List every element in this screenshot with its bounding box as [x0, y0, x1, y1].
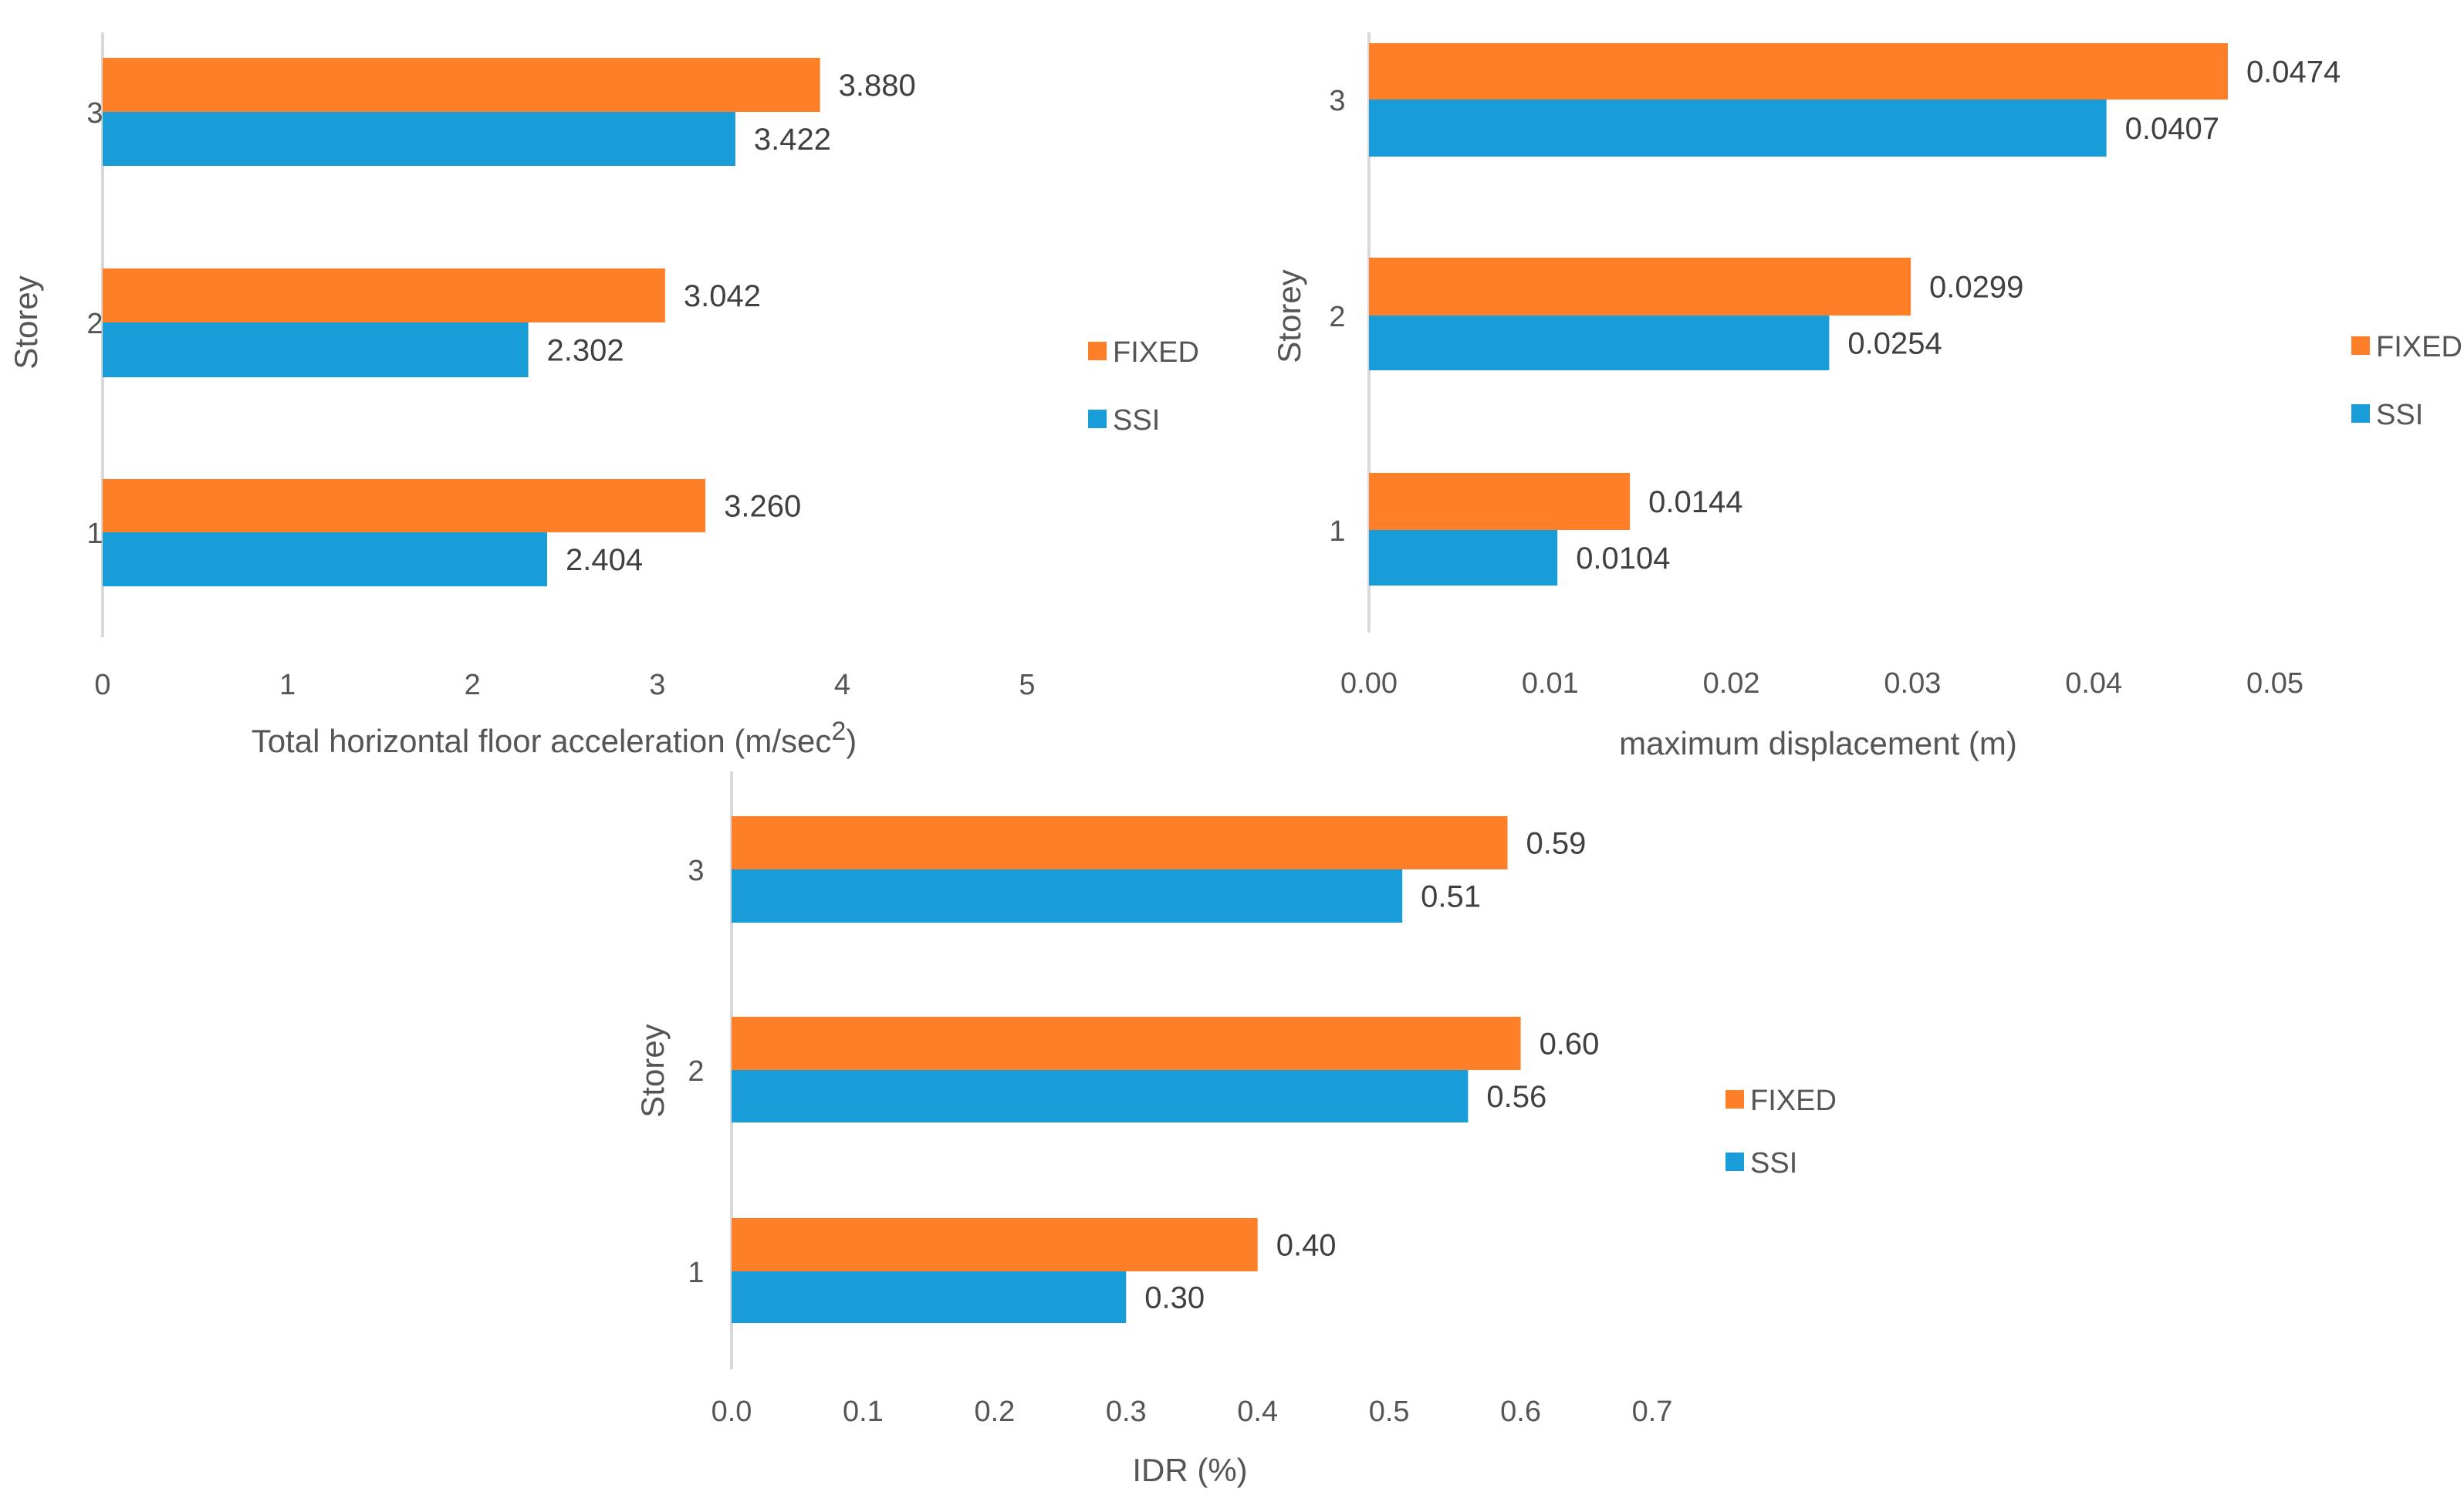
- bar-ssi-storey-1: [1369, 530, 1558, 586]
- legend: FIXED SSI: [1088, 336, 1199, 437]
- legend-swatch-ssi: [2351, 404, 2370, 423]
- legend-swatch-fixed: [1088, 342, 1107, 360]
- x-tick-label: 0.7: [1632, 1396, 1673, 1428]
- y-tick-label: 3: [688, 855, 704, 887]
- data-label: 3.042: [684, 279, 761, 313]
- legend-label-fixed: FIXED: [1113, 336, 1199, 369]
- x-tick-label: 2: [465, 669, 481, 701]
- legend-label-ssi: SSI: [1113, 404, 1160, 437]
- x-tick-label: 1: [279, 669, 296, 701]
- chart-3: 0.0 0.1 0.2 0.3 0.4 0.5 0.6 0.7 1 2 3 0.40 0.60 0.59 0…: [634, 771, 1837, 1488]
- legend: FIXED SSI: [1725, 1085, 1837, 1180]
- x-axis-title-superscript: 2: [831, 717, 846, 746]
- bar-fixed-storey-3: [732, 816, 1508, 869]
- bar-fixed-storey-3: [1369, 43, 2228, 100]
- legend: FIXED SSI: [2351, 331, 2462, 431]
- data-label: 0.56: [1486, 1080, 1546, 1114]
- legend-label-fixed: FIXED: [2376, 331, 2462, 363]
- bar-ssi-storey-2: [1369, 316, 1830, 370]
- bar-fixed-storey-2: [103, 268, 665, 322]
- data-label: 0.0144: [1648, 485, 1742, 519]
- y-axis-title: Storey: [8, 275, 44, 369]
- legend-swatch-fixed: [2351, 336, 2370, 355]
- legend-label-ssi: SSI: [2376, 399, 2423, 431]
- y-tick-label: 1: [86, 518, 103, 550]
- bar-fixed-storey-1: [103, 479, 706, 532]
- bar-fixed-storey-2: [732, 1017, 1521, 1070]
- bar-ssi-storey-2: [103, 322, 529, 377]
- x-tick-label: 0.05: [2246, 667, 2303, 700]
- legend-swatch-ssi: [1725, 1153, 1744, 1171]
- data-label: 0.30: [1144, 1281, 1205, 1315]
- x-axis-title-text: maximum displacement (m): [1619, 725, 2017, 761]
- data-label: 0.0299: [1929, 271, 2023, 305]
- x-tick-label: 0.02: [1703, 667, 1760, 700]
- bar-fixed-storey-3: [103, 58, 820, 112]
- data-label: 3.880: [839, 69, 916, 103]
- x-tick-label: 0.3: [1106, 1396, 1147, 1428]
- data-label: 0.59: [1526, 827, 1587, 861]
- y-axis-title: Storey: [634, 1024, 671, 1117]
- y-tick-label: 2: [86, 308, 103, 340]
- bar-ssi-storey-3: [1369, 100, 2107, 157]
- x-tick-label: 3: [649, 669, 665, 701]
- x-tick-label: 0.2: [974, 1396, 1015, 1428]
- data-label: 2.302: [547, 334, 624, 368]
- x-tick-label: 0.6: [1500, 1396, 1541, 1428]
- chart-1: 0 1 2 3 4 5 1 2 3 3.260 3.042 3.880 2.404 2.302 3.422 T…: [8, 32, 1199, 759]
- bar-fixed-storey-1: [1369, 473, 1631, 530]
- data-label: 0.0474: [2246, 56, 2341, 89]
- x-tick-label: 5: [1019, 669, 1035, 701]
- x-tick-label: 0.04: [2065, 667, 2122, 700]
- x-tick-label: 0.0: [711, 1396, 752, 1428]
- data-label: 0.0407: [2125, 112, 2219, 146]
- x-tick-label: 0.01: [1522, 667, 1579, 700]
- legend-label-fixed: FIXED: [1750, 1085, 1837, 1117]
- bar-fixed-storey-2: [1369, 258, 1911, 316]
- y-tick-label: 2: [688, 1055, 704, 1088]
- y-tick-label: 3: [86, 97, 103, 130]
- y-tick-label: 2: [1329, 301, 1345, 333]
- legend-swatch-fixed: [1725, 1090, 1744, 1109]
- x-axis-title: IDR (%): [1132, 1452, 1247, 1488]
- y-axis-title: Storey: [1271, 269, 1307, 363]
- x-axis-title-text: IDR (%): [1132, 1452, 1247, 1488]
- x-axis-title: maximum displacement (m): [1619, 725, 2017, 761]
- data-label: 3.422: [754, 123, 831, 157]
- x-tick-label: 0.4: [1237, 1396, 1278, 1428]
- x-tick-label: 0.1: [843, 1396, 884, 1428]
- x-tick-label: 0.5: [1369, 1396, 1410, 1428]
- y-tick-label: 3: [1329, 85, 1345, 117]
- legend-swatch-ssi: [1088, 410, 1107, 428]
- x-axis-title-text: Total horizontal floor acceleration (m/s…: [252, 723, 832, 759]
- data-label: 0.40: [1276, 1229, 1337, 1263]
- bar-ssi-storey-3: [103, 112, 735, 166]
- legend-label-ssi: SSI: [1750, 1147, 1797, 1180]
- y-tick-label: 1: [688, 1257, 704, 1289]
- x-tick-label: 0.03: [1884, 667, 1941, 700]
- data-label: 0.0254: [1847, 327, 1942, 361]
- x-axis-title-suffix: ): [846, 723, 857, 759]
- bar-ssi-storey-3: [732, 869, 1403, 923]
- data-label: 0.51: [1421, 880, 1481, 914]
- bar-ssi-storey-1: [732, 1271, 1127, 1323]
- y-tick-label: 1: [1329, 515, 1345, 548]
- chart-2: 0.00 0.01 0.02 0.03 0.04 0.05 1 2 3 0.0144 0.0299 0…: [1271, 32, 2462, 761]
- bar-fixed-storey-1: [732, 1218, 1258, 1271]
- bar-ssi-storey-2: [732, 1070, 1469, 1122]
- data-label: 2.404: [566, 543, 643, 577]
- x-axis-title: Total horizontal floor acceleration (m/s…: [252, 717, 857, 759]
- data-label: 0.60: [1540, 1028, 1600, 1062]
- x-tick-label: 0.00: [1340, 667, 1398, 700]
- data-label: 0.0104: [1576, 542, 1670, 575]
- bar-ssi-storey-1: [103, 532, 547, 586]
- x-tick-label: 4: [834, 669, 850, 701]
- x-tick-label: 0: [94, 669, 110, 701]
- data-label: 3.260: [724, 490, 801, 524]
